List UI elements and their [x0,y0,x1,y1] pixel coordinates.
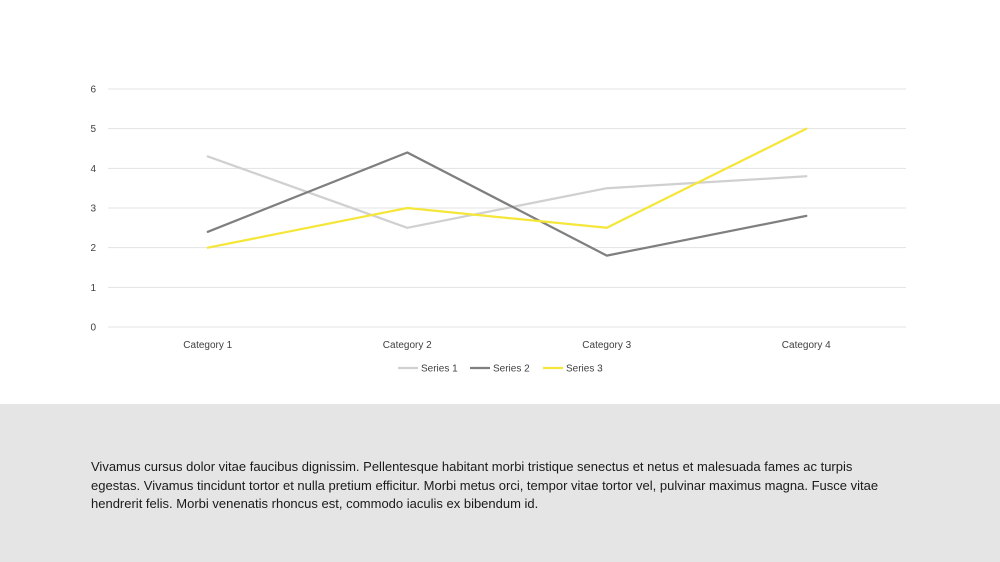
legend-label: Series 1 [421,364,458,375]
y-tick-label: 5 [90,124,96,135]
legend: Series 1 Series 2 Series 3 [398,364,603,375]
series-line-3 [206,127,808,249]
body-text: Vivamus cursus dolor vitae faucibus dign… [91,459,879,511]
x-tick-label: Category 4 [782,340,831,351]
x-tick-label: Category 2 [383,340,432,351]
y-tick-label: 6 [90,85,96,96]
x-axis-ticks: Category 1 Category 2 Category 3 Category 4 [183,340,831,351]
x-tick-label: Category 3 [582,340,631,351]
y-tick-label: 0 [90,323,96,334]
y-tick-label: 2 [90,243,96,254]
footer-band: Vivamus cursus dolor vitae faucibus dign… [0,404,1000,562]
y-tick-label: 3 [90,204,96,215]
y-axis-ticks: 0 1 2 3 4 5 6 [90,85,96,334]
x-tick-label: Category 1 [183,340,232,351]
series-line-2 [206,151,808,257]
y-tick-label: 1 [90,283,96,294]
legend-label: Series 2 [493,364,530,375]
series-lines [206,127,808,257]
y-tick-label: 4 [90,164,96,175]
legend-label: Series 3 [566,364,603,375]
